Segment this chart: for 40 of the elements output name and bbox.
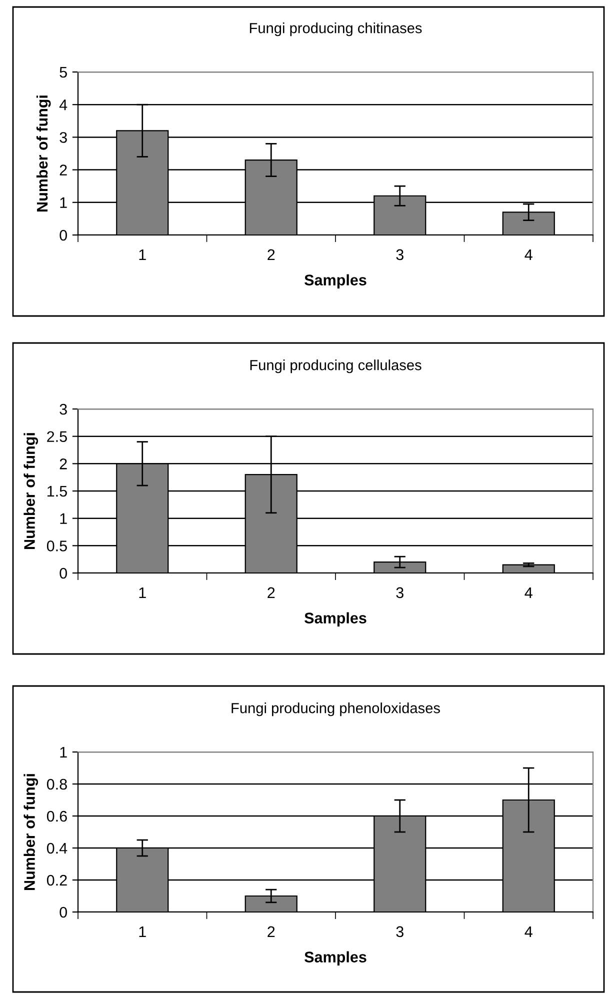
y-axis-title: Number of fungi [24, 774, 38, 890]
y-tick-label: 1 [60, 197, 67, 208]
chart-title: Fungi producing phenoloxidases [232, 702, 440, 716]
y-tick-label: 1.5 [48, 486, 67, 497]
y-tick-label: 0 [60, 568, 67, 579]
y-tick-label: 3 [60, 404, 67, 415]
y-tick-label: 5 [60, 67, 67, 78]
x-tick-label: 1 [139, 249, 146, 260]
x-tick-label: 3 [396, 926, 404, 938]
y-axis-title: Number of fungi [24, 433, 38, 549]
y-tick-label: 2.5 [47, 431, 67, 442]
y-tick-label: 0.5 [46, 540, 67, 552]
y-tick-label: 3 [60, 132, 67, 143]
y-tick-label: 0 [60, 906, 67, 918]
x-tick-label: 1 [139, 926, 146, 937]
y-tick-label: 2 [60, 164, 67, 176]
y-tick-label: 1 [60, 513, 67, 524]
x-tick-label: 4 [524, 926, 532, 937]
y-tick-label: 0.4 [46, 842, 68, 854]
x-tick-label: 1 [139, 587, 146, 598]
chart-title: Fungi producing cellulases [250, 360, 422, 374]
y-tick-label: 0 [60, 230, 67, 241]
y-tick-label: 1 [60, 747, 67, 758]
x-tick-label: 3 [396, 587, 404, 598]
x-tick-label: 2 [268, 926, 275, 937]
y-tick-label: 0.2 [46, 874, 67, 886]
x-axis-title: Samples [304, 951, 366, 966]
y-tick-label: 2 [60, 458, 67, 470]
y-tick-label: 4 [59, 100, 68, 110]
x-tick-label: 4 [524, 249, 532, 260]
y-tick-label: 0.6 [46, 810, 67, 822]
y-axis-title: Number of fungi [36, 96, 51, 212]
x-tick-label: 3 [396, 249, 404, 260]
x-tick-label: 2 [268, 587, 275, 598]
x-axis-title: Samples [304, 274, 366, 288]
x-tick-label: 2 [268, 249, 275, 260]
chart-title: Fungi producing chitinases [250, 22, 422, 36]
x-tick-label: 4 [524, 587, 532, 598]
x-axis-title: Samples [304, 612, 366, 626]
y-tick-label: 0.8 [46, 778, 67, 790]
